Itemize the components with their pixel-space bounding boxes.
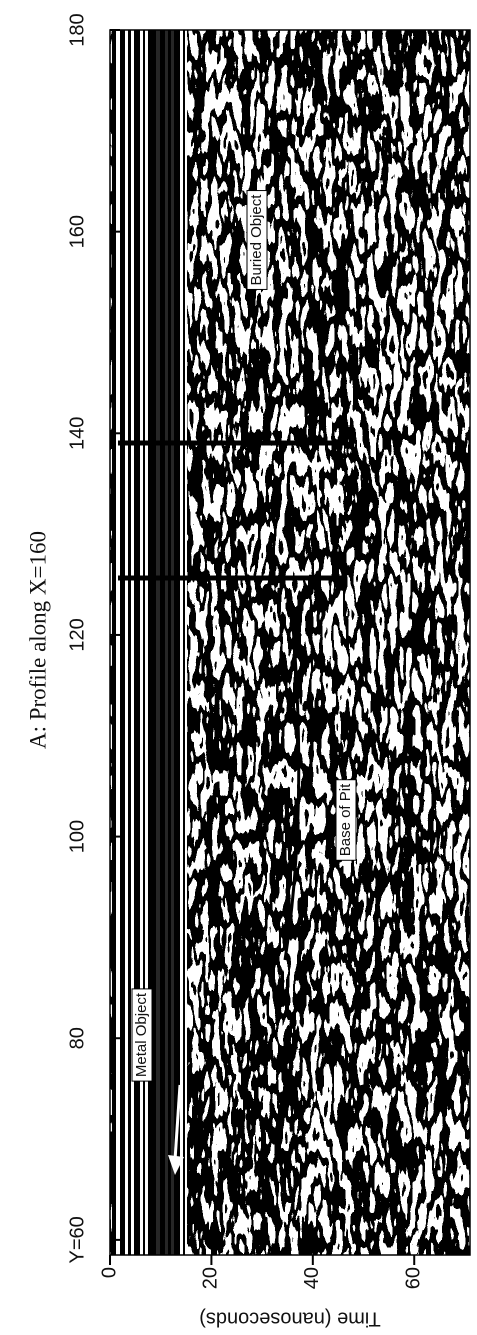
annotation-box <box>335 779 357 861</box>
x-tick-label: 0 <box>98 1267 120 1278</box>
annotation-box <box>246 190 268 290</box>
x-axis-label: Time (nanoseconds) <box>199 1308 381 1330</box>
y-tick-label: 80 <box>66 1027 88 1049</box>
y-tick-label: 140 <box>66 417 88 450</box>
y-tick-label: 100 <box>66 820 88 853</box>
y-tick-label: Y=60 <box>66 1216 88 1263</box>
x-tick-label: 20 <box>200 1267 222 1289</box>
y-tick-label: 180 <box>66 13 88 46</box>
x-tick-label: 40 <box>301 1267 323 1289</box>
y-tick-label: 120 <box>66 618 88 651</box>
radargram <box>109 29 471 1256</box>
annotation-text: Metal Object <box>133 992 150 1077</box>
annotation-text: Base of Pit <box>337 783 354 856</box>
annotation: Base of Pit <box>335 779 357 861</box>
chart-title: A: Profile along X=160 <box>25 531 50 749</box>
annotation: Buried Object <box>246 190 268 290</box>
y-tick-label: 160 <box>66 215 88 248</box>
x-tick-label: 60 <box>403 1267 425 1289</box>
annotation: Metal Object <box>131 988 153 1082</box>
annotation-text: Buried Object <box>248 194 265 286</box>
annotation-box <box>131 988 153 1082</box>
